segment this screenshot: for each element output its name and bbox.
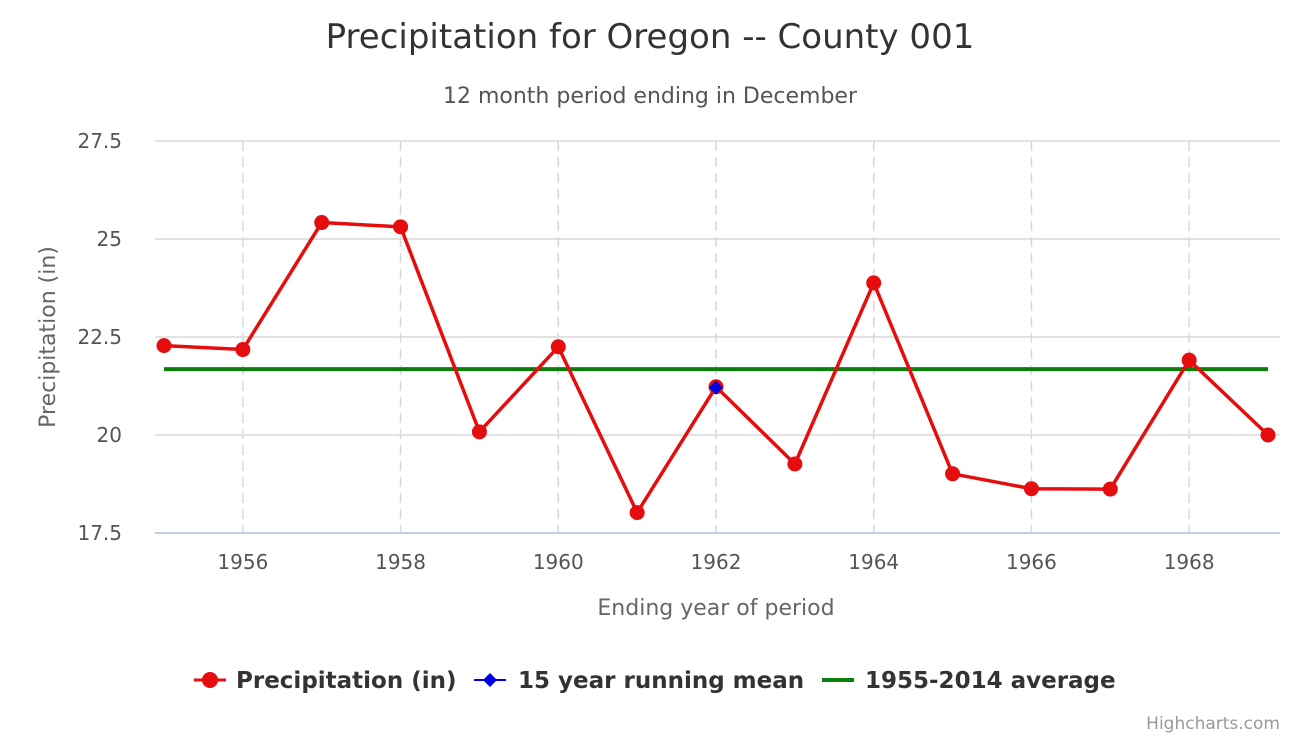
x-tick-label: 1962	[691, 550, 742, 574]
legend: Precipitation (in) 15 year running mean …	[194, 668, 1116, 694]
y-tick-label: 20	[97, 423, 122, 447]
legend-item-precipitation[interactable]: Precipitation (in)	[194, 668, 457, 694]
credits-link[interactable]: Highcharts.com	[1146, 714, 1280, 734]
legend-running-mean-label: 15 year running mean	[518, 668, 804, 694]
precipitation-point[interactable]	[156, 338, 172, 354]
x-tick-label: 1966	[1006, 550, 1057, 574]
precipitation-point[interactable]	[550, 339, 566, 355]
y-axis-tick-labels: 17.5 20 22.5 25 27.5	[77, 129, 122, 545]
precipitation-point[interactable]	[629, 505, 645, 521]
series-running-mean	[709, 380, 723, 395]
legend-item-average[interactable]: 1955-2014 average	[822, 668, 1116, 694]
precipitation-point[interactable]	[235, 342, 251, 358]
x-tick-label: 1968	[1164, 550, 1215, 574]
y-tick-label: 25	[97, 227, 122, 251]
x-gridlines	[242, 141, 1190, 533]
x-axis-tick-labels: 1956 1958 1960 1962 1964 1966 1968	[217, 550, 1214, 574]
precipitation-point[interactable]	[471, 424, 487, 440]
x-tick-label: 1958	[375, 550, 426, 574]
y-tick-label: 17.5	[77, 521, 122, 545]
chart-title: Precipitation for Oregon -- County 001	[326, 17, 975, 57]
precipitation-point[interactable]	[866, 275, 882, 291]
precipitation-point[interactable]	[314, 215, 330, 231]
legend-running-mean-marker	[483, 673, 497, 687]
precipitation-point[interactable]	[1181, 352, 1197, 368]
precipitation-point[interactable]	[1023, 481, 1039, 497]
x-tick-label: 1960	[533, 550, 584, 574]
y-tick-label: 22.5	[77, 325, 122, 349]
precipitation-point[interactable]	[1260, 427, 1276, 443]
precipitation-point[interactable]	[393, 219, 409, 235]
precipitation-point[interactable]	[1102, 481, 1118, 497]
legend-precipitation-marker	[202, 672, 218, 688]
legend-item-running-mean[interactable]: 15 year running mean	[474, 668, 804, 694]
legend-precipitation-label: Precipitation (in)	[236, 668, 457, 694]
legend-average-label: 1955-2014 average	[865, 668, 1116, 694]
precipitation-point[interactable]	[945, 466, 961, 482]
x-tick-label: 1964	[848, 550, 899, 574]
y-gridlines	[155, 140, 1280, 534]
chart-subtitle: 12 month period ending in December	[443, 84, 858, 109]
x-axis-title: Ending year of period	[597, 596, 834, 621]
x-tick-label: 1956	[217, 550, 268, 574]
running-mean-point[interactable]	[709, 380, 723, 395]
precipitation-point[interactable]	[787, 456, 803, 472]
y-tick-label: 27.5	[77, 129, 122, 153]
y-axis-title: Precipitation (in)	[36, 246, 61, 428]
